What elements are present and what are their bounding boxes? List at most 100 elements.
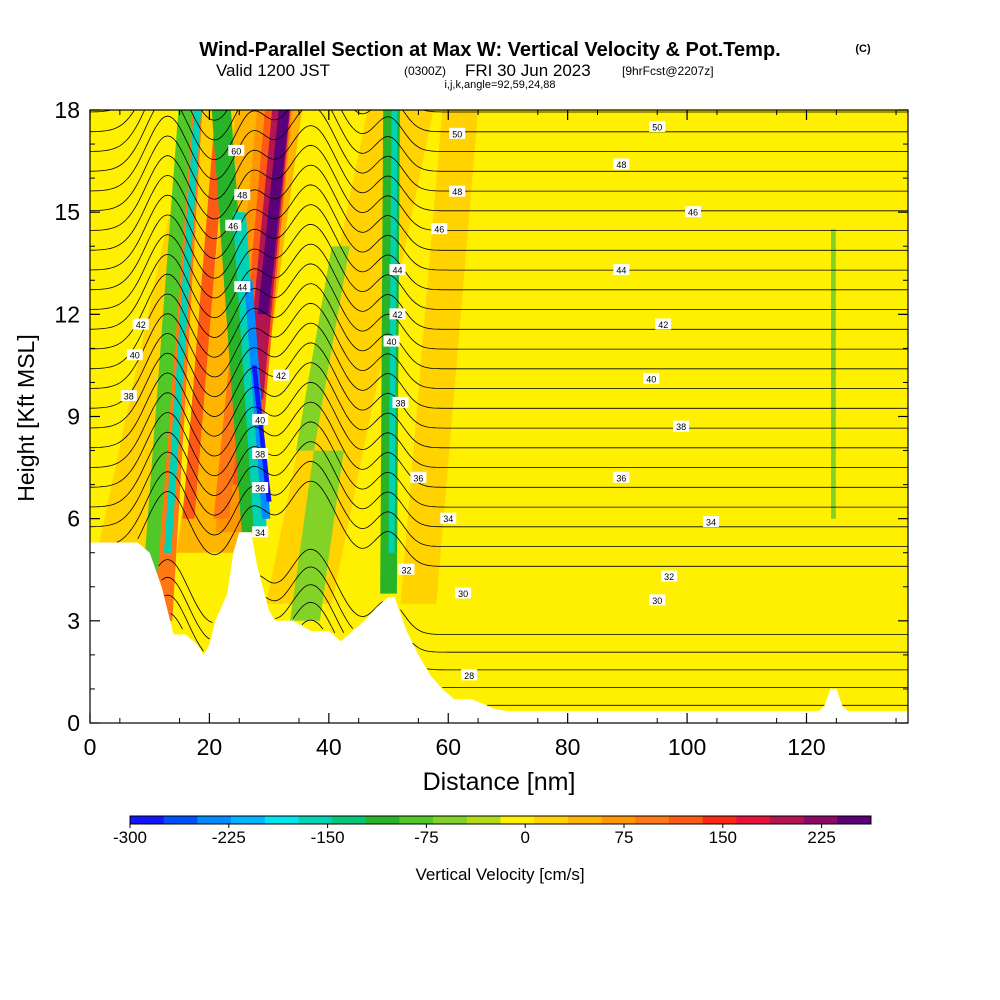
colorbar-swatch — [702, 816, 737, 824]
theta-contour-label: 44 — [234, 281, 251, 293]
section-params: i,j,k,angle=92,59,24,88 — [444, 79, 555, 91]
contour-label-text: 40 — [130, 351, 140, 361]
theta-contour-label: 50 — [449, 127, 466, 139]
downdraft-far-east — [831, 229, 836, 519]
contour-label-box — [440, 512, 457, 524]
theta-contour-label: 34 — [440, 512, 457, 524]
theta-contour-label: 46 — [685, 206, 702, 218]
colorbar-swatch — [635, 816, 670, 824]
theta-contour — [90, 381, 908, 468]
colorbar-swatch — [197, 816, 232, 824]
plot-area: 28 30 30 32 32 34 34 34 36 36 36 38 38 38 38 40 40 40 40 42… — [90, 110, 908, 723]
theta-contour-label: 36 — [410, 471, 427, 483]
contour-label-text: 42 — [392, 310, 402, 320]
theta-contour-label: 40 — [252, 413, 269, 425]
downdraft-low-east — [290, 450, 344, 621]
theta-contour-labels: 28 30 30 32 32 34 34 34 36 36 36 38 38 38 38 40 40 40 40 42… — [120, 121, 719, 681]
colorbar-swatch — [803, 816, 838, 824]
theta-contour-label: 48 — [234, 189, 251, 201]
theta-contour-label: 36 — [613, 471, 630, 483]
x-tick-label: 100 — [668, 734, 706, 760]
contour-label-box — [431, 223, 448, 235]
theta-contour-label: 40 — [126, 349, 143, 361]
theta-contour — [137, 480, 908, 567]
y-tick-label: 15 — [54, 199, 80, 225]
contour-label-text: 38 — [124, 392, 134, 402]
contour-label-box — [649, 594, 666, 606]
contour-label-text: 38 — [255, 449, 265, 459]
colorbar-swatch — [231, 816, 266, 824]
theta-contour — [90, 110, 908, 152]
theta-contour-label: 48 — [449, 185, 466, 197]
theta-contour-label: 30 — [649, 594, 666, 606]
contour-label-text: 28 — [464, 671, 474, 681]
updraft-west-red — [182, 110, 228, 519]
contour-label-text: 50 — [452, 129, 462, 139]
theta-contour — [164, 584, 908, 671]
contour-label-text: 32 — [401, 565, 411, 575]
downdraft-east-core — [388, 110, 398, 553]
theta-contour-label: 28 — [461, 669, 478, 681]
contour-label-text: 42 — [136, 320, 146, 330]
theta-contour — [90, 302, 908, 389]
contour-label-text: 42 — [276, 371, 286, 381]
contour-label-box — [383, 335, 400, 347]
theta-contour — [170, 601, 908, 688]
contour-label-box — [655, 318, 672, 330]
y-axis-label: Height [Kft MSL] — [13, 334, 39, 501]
theta-contour — [90, 243, 908, 330]
contour-label-text: 50 — [652, 123, 662, 133]
theta-contour — [90, 110, 908, 133]
theta-contour — [158, 548, 908, 635]
y-tick-label: 3 — [67, 608, 80, 634]
theta-contour-label: 42 — [273, 369, 290, 381]
contour-label-box — [126, 349, 143, 361]
theta-contour-label: 34 — [702, 516, 719, 528]
theta-contour — [90, 421, 908, 508]
colorbar-swatch — [769, 816, 804, 824]
colorbar-swatch — [837, 816, 872, 824]
contour-label-text: 40 — [255, 415, 265, 425]
contour-label-box — [410, 471, 427, 483]
theta-contour-label: 30 — [455, 587, 472, 599]
theta-contour — [90, 144, 908, 231]
colorbar-swatch — [365, 816, 400, 824]
contour-label-box — [449, 127, 466, 139]
contour-label-box — [449, 185, 466, 197]
valid-time: Valid 1200 JST — [216, 61, 330, 80]
terrain-mask — [90, 532, 908, 723]
contour-label-text: 36 — [616, 473, 626, 483]
downdraft-center-peak — [251, 365, 272, 502]
terrain — [90, 532, 908, 723]
colorbar-tick-label: 0 — [520, 828, 529, 847]
contour-label-box — [613, 158, 630, 170]
contour-label-text: 30 — [458, 589, 468, 599]
colorbar-swatch — [500, 816, 535, 824]
colorbar-swatch — [466, 816, 501, 824]
forecast-tag: [9hrFcst@2207z] — [622, 64, 714, 78]
x-tick-label: 0 — [84, 734, 97, 760]
contour-label-text: 36 — [413, 473, 423, 483]
theta-contour-label: 32 — [398, 563, 415, 575]
contour-label-text: 32 — [664, 572, 674, 582]
contour-label-text: 34 — [443, 514, 453, 524]
contour-label-box — [120, 390, 137, 402]
contour-label-text: 30 — [652, 596, 662, 606]
theta-contour-label: 32 — [661, 570, 678, 582]
contour-label-text: 42 — [658, 320, 668, 330]
theta-contour — [90, 223, 908, 310]
theta-contour-label: 40 — [643, 373, 660, 385]
contour-label-text: 48 — [616, 160, 626, 170]
y-tick-label: 12 — [54, 301, 80, 327]
theta-contour-label: 34 — [252, 526, 269, 538]
chart-title: Wind-Parallel Section at Max W: Vertical… — [199, 39, 780, 61]
colorbar-tick-label: -225 — [212, 828, 246, 847]
theta-contour — [90, 110, 908, 172]
colorbar-swatch — [163, 816, 198, 824]
contour-label-text: 40 — [387, 337, 397, 347]
theta-contour — [116, 460, 908, 547]
valid-zulu: (0300Z) — [404, 64, 446, 78]
theta-contour-label: 40 — [383, 335, 400, 347]
contour-label-text: 40 — [646, 375, 656, 385]
theta-contour-label: 60 — [228, 144, 245, 156]
